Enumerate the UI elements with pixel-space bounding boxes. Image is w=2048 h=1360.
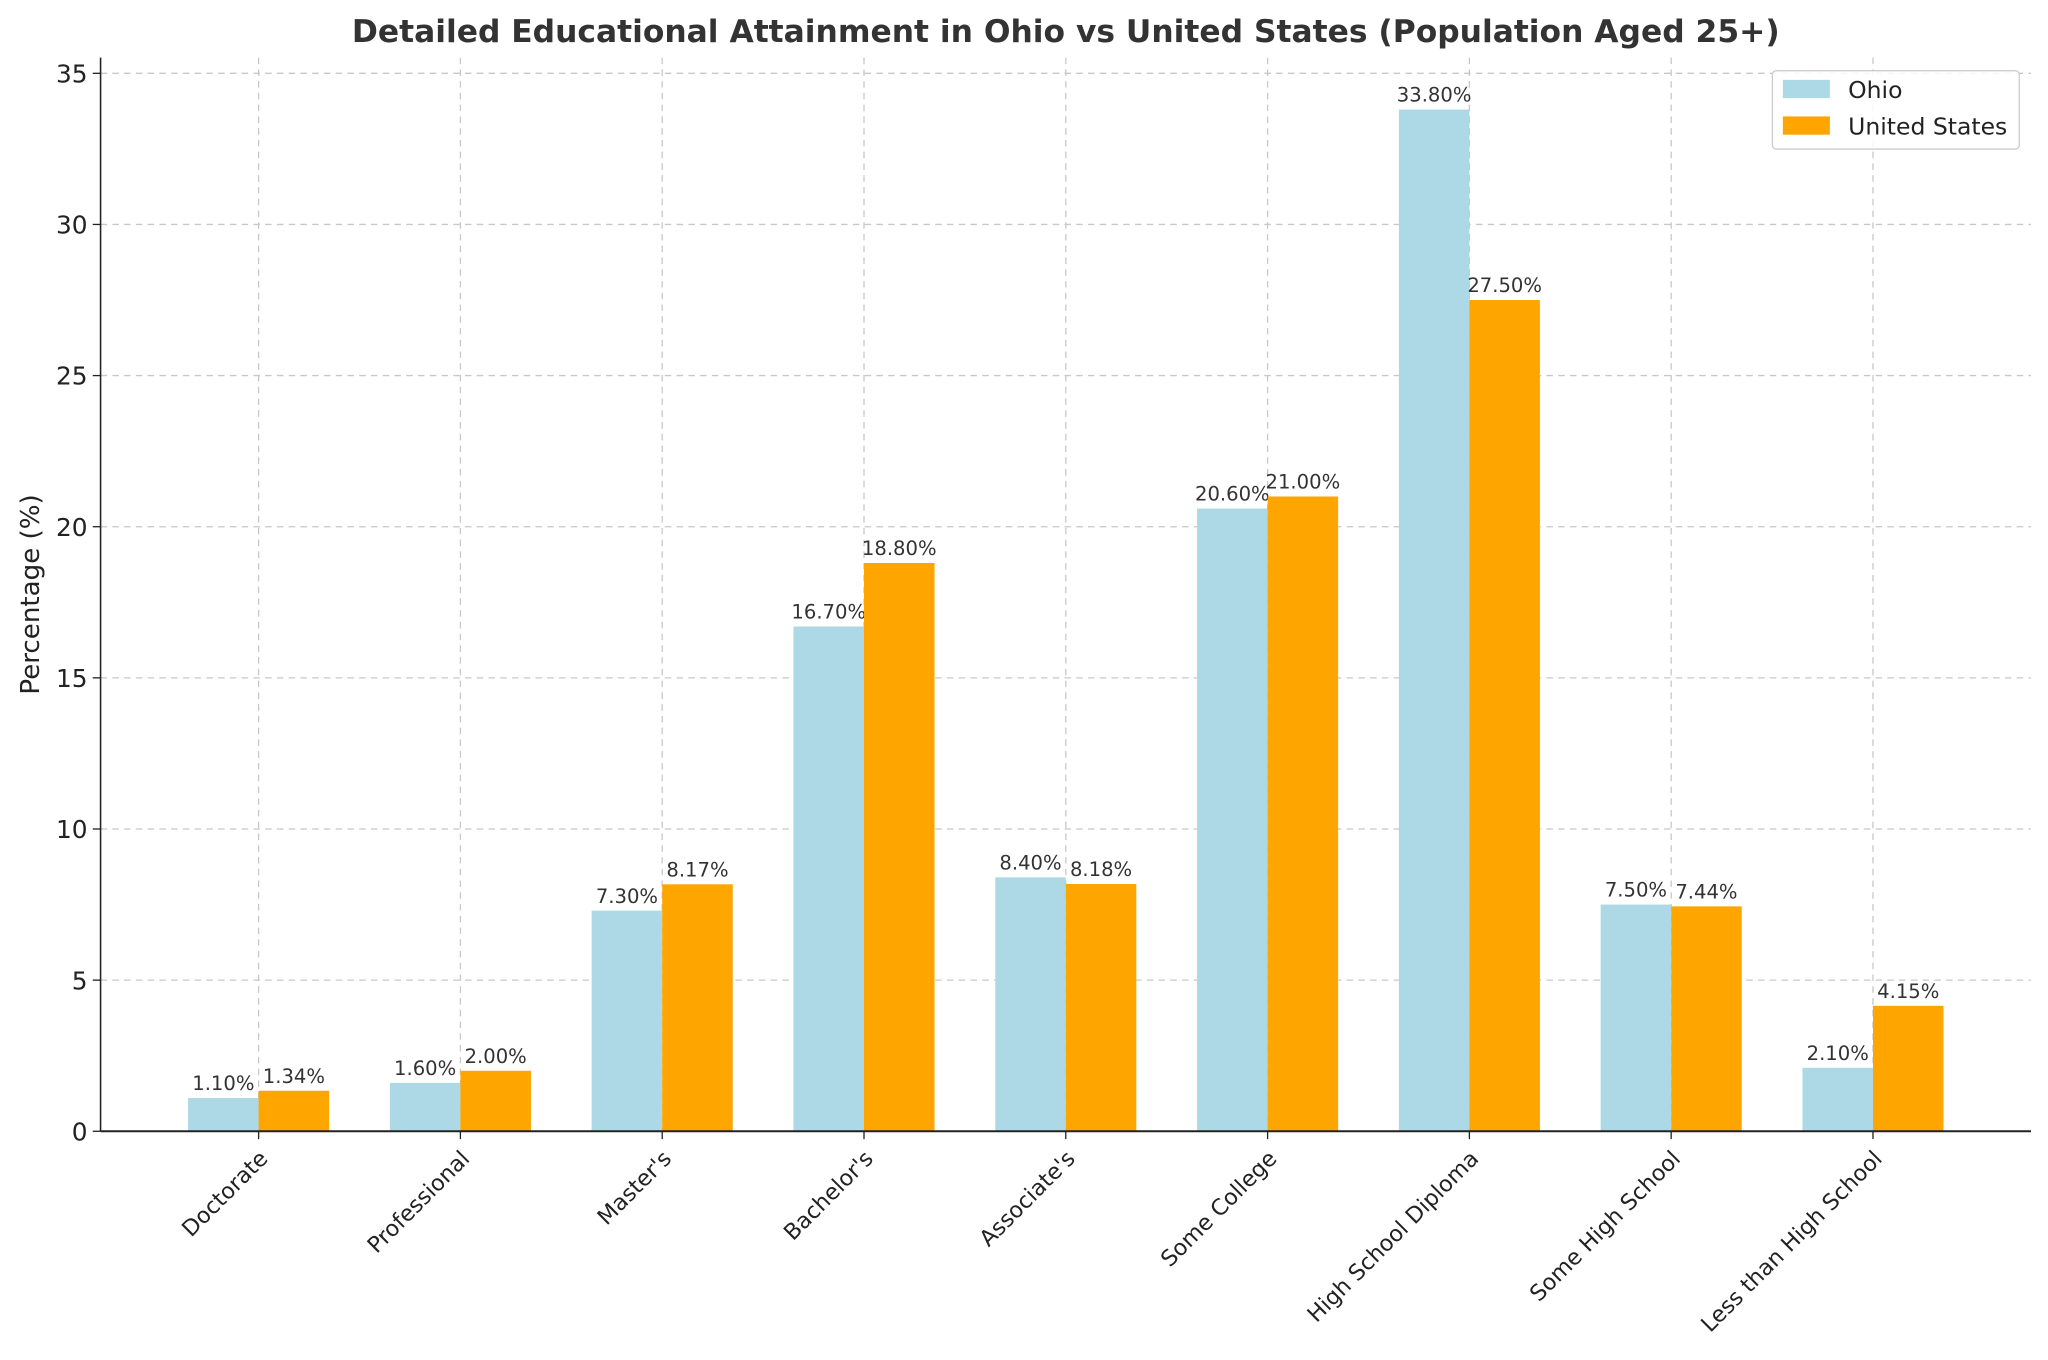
bar-ohio — [1600, 904, 1672, 1132]
bar-ohio — [389, 1082, 461, 1132]
data-label: 7.44% — [1675, 881, 1737, 904]
y-tick-label: 35 — [56, 59, 88, 88]
y-tick-label: 0 — [72, 1117, 88, 1146]
x-tick-label: Associate's — [975, 1146, 1081, 1252]
data-label: 1.34% — [263, 1065, 325, 1088]
bar-us — [1671, 906, 1742, 1132]
data-label: 1.60% — [394, 1057, 456, 1080]
y-axis-label: Percentage (%) — [16, 494, 46, 694]
y-tick-label: 30 — [56, 211, 88, 240]
legend-label-ohio: Ohio — [1848, 76, 1902, 104]
y-tick-label: 20 — [56, 513, 88, 542]
x-tick-label: Doctorate — [177, 1146, 273, 1242]
data-label: 27.50% — [1467, 274, 1542, 297]
data-label: 33.80% — [1397, 84, 1472, 107]
data-label: 7.50% — [1605, 879, 1667, 902]
bar-us — [1267, 496, 1339, 1132]
x-tick-label: High School Diploma — [1302, 1146, 1484, 1328]
data-label: 16.70% — [791, 601, 866, 624]
x-tick-label: Master's — [592, 1146, 676, 1230]
bar-ohio — [1398, 109, 1470, 1132]
data-label: 8.17% — [666, 858, 728, 881]
bar-us — [1469, 300, 1540, 1132]
chart-title: Detailed Educational Attainment in Ohio … — [352, 14, 1780, 50]
data-label: 18.80% — [862, 537, 937, 560]
data-label: 7.30% — [596, 885, 658, 908]
bar-ohio — [1197, 508, 1268, 1132]
bar-us — [258, 1090, 330, 1132]
bar-ohio — [1802, 1067, 1873, 1132]
bar-us — [662, 884, 733, 1132]
data-label: 21.00% — [1266, 471, 1341, 494]
y-tick-label: 15 — [56, 664, 88, 693]
x-tick-label: Some High School — [1525, 1146, 1686, 1307]
bar-ohio — [793, 626, 864, 1132]
bar-ohio — [995, 877, 1066, 1132]
y-tick-label: 5 — [72, 966, 88, 995]
bar-us — [1065, 884, 1137, 1132]
data-label: 8.18% — [1070, 858, 1132, 881]
x-tick-label: Professional — [362, 1146, 475, 1259]
data-label: 2.00% — [465, 1045, 527, 1068]
data-label: 2.10% — [1807, 1042, 1869, 1065]
x-tick-label: Bachelor's — [779, 1146, 879, 1246]
data-label: 4.15% — [1877, 980, 1939, 1003]
data-label: 1.10% — [192, 1072, 254, 1095]
bar-us — [1872, 1005, 1944, 1132]
y-tick-label: 10 — [56, 815, 88, 844]
bar-us — [864, 562, 935, 1132]
legend: Ohio United States — [1771, 70, 2020, 150]
data-label: 8.40% — [999, 852, 1061, 875]
legend-swatch-us — [1782, 116, 1830, 135]
x-tick-label: Some College — [1156, 1146, 1282, 1272]
data-label: 20.60% — [1195, 483, 1270, 506]
legend-swatch-ohio — [1782, 79, 1830, 99]
legend-label-us: United States — [1848, 113, 2007, 141]
bar-ohio — [591, 910, 663, 1132]
y-tick-label: 25 — [56, 362, 88, 391]
bar-us — [460, 1070, 531, 1132]
x-tick-label: Less than High School — [1696, 1146, 1888, 1338]
bar-ohio — [188, 1098, 259, 1132]
